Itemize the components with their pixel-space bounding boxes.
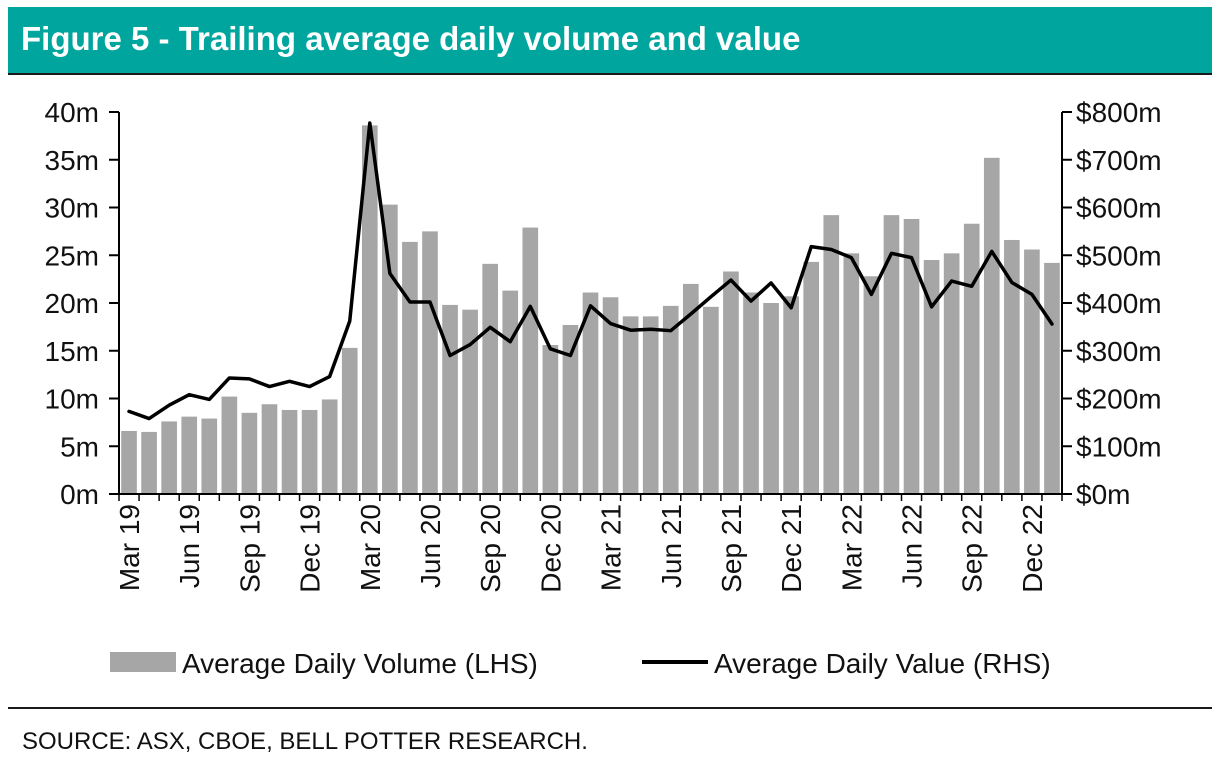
right-axis-tick-label: $300m xyxy=(1076,336,1162,367)
volume-bar xyxy=(562,324,579,494)
x-axis-tick-label: Dec 20 xyxy=(535,504,566,593)
volume-bar xyxy=(642,316,659,494)
volume-bar xyxy=(723,271,739,494)
volume-bar xyxy=(703,306,719,494)
volume-bar xyxy=(442,304,458,494)
volume-bar xyxy=(903,218,920,494)
volume-bar xyxy=(382,204,398,494)
volume-bar xyxy=(943,253,960,494)
volume-bar xyxy=(241,412,258,494)
legend-label-value: Average Daily Value (RHS) xyxy=(714,648,1051,679)
volume-bar xyxy=(622,316,639,494)
volume-bar xyxy=(121,430,137,494)
volume-bar xyxy=(542,345,559,494)
volume-bar xyxy=(261,404,278,494)
x-axis-tick-label: Mar 19 xyxy=(114,504,145,591)
volume-bar xyxy=(301,409,318,494)
volume-bar xyxy=(201,418,218,494)
volume-bar xyxy=(181,416,198,494)
volume-bar xyxy=(743,292,759,494)
left-axis-tick-label: 40m xyxy=(45,97,99,128)
volume-bar xyxy=(402,241,418,494)
right-axis-tick-label: $700m xyxy=(1076,145,1162,176)
chart-axes: 0m 5m 10m 15m 20m 25m 30m 35m 40m $0m $100m $200m $3… xyxy=(45,97,1162,593)
x-axis-tick-label: Sep 20 xyxy=(475,504,506,593)
volume-bar xyxy=(763,303,779,494)
value-line-layer xyxy=(127,121,1054,421)
volume-bar xyxy=(1044,262,1060,494)
volume-bar xyxy=(883,215,900,494)
volume-bar xyxy=(602,297,619,494)
right-axis-tick-label: $0m xyxy=(1076,479,1130,510)
volume-bar xyxy=(221,396,238,494)
volume-bar xyxy=(923,260,940,494)
x-axis-tick-label: Jun 21 xyxy=(656,504,687,588)
legend-label-volume: Average Daily Volume (LHS) xyxy=(182,648,538,679)
volume-bar xyxy=(502,290,519,494)
volume-bar xyxy=(1004,239,1020,494)
left-axis-tick-label: 15m xyxy=(45,336,99,367)
volume-bar xyxy=(843,253,860,494)
volume-value-chart: 0m 5m 10m 15m 20m 25m 30m 35m 40m $0m $100m $200m $3… xyxy=(45,97,1162,679)
right-axis-tick-label: $400m xyxy=(1076,288,1162,319)
volume-bar xyxy=(281,409,298,494)
x-axis-tick-label: Dec 22 xyxy=(1017,504,1048,593)
right-axis-tick-label: $100m xyxy=(1076,431,1162,462)
volume-bar xyxy=(161,421,177,494)
volume-bar xyxy=(783,296,799,494)
left-axis-tick-label: 30m xyxy=(45,193,99,224)
figure-header: Figure 5 - Trailing average daily volume… xyxy=(8,7,1212,73)
left-axis-tick-label: 20m xyxy=(45,288,99,319)
volume-bar xyxy=(963,223,980,495)
volume-bar xyxy=(1024,249,1040,494)
left-axis-tick-label: 10m xyxy=(45,384,99,415)
volume-bar xyxy=(863,276,880,494)
right-axis-tick-label: $500m xyxy=(1076,240,1162,271)
x-axis-tick-label: Dec 19 xyxy=(295,504,326,593)
x-axis-tick-label: Mar 21 xyxy=(596,504,627,591)
right-axis-tick-label: $200m xyxy=(1076,384,1162,415)
x-axis-tick-label: Mar 20 xyxy=(355,504,386,591)
left-axis-tick-label: 5m xyxy=(60,431,99,462)
x-axis-tick-label: Jun 22 xyxy=(897,504,928,588)
volume-bar xyxy=(482,263,499,494)
left-axis-tick-label: 35m xyxy=(45,145,99,176)
volume-bar xyxy=(582,292,599,494)
volume-bar xyxy=(803,261,820,494)
volume-bar xyxy=(662,305,679,494)
volume-bar xyxy=(361,125,378,495)
x-axis-tick-label: Jun 20 xyxy=(415,504,446,588)
volume-bar xyxy=(823,215,840,494)
left-axis-tick-label: 0m xyxy=(60,479,99,510)
left-axis-tick-label: 25m xyxy=(45,240,99,271)
footer-divider xyxy=(8,707,1212,709)
right-axis-tick-label: $600m xyxy=(1076,193,1162,224)
value-line xyxy=(127,121,1054,421)
x-axis-tick-label: Sep 22 xyxy=(957,504,988,593)
volume-bar xyxy=(141,431,157,494)
volume-bar xyxy=(321,399,338,494)
volume-bar xyxy=(341,347,358,494)
x-axis-tick-label: Dec 21 xyxy=(776,504,807,593)
volume-bar xyxy=(422,231,438,495)
chart-legend: Average Daily Volume (LHS) Average Daily… xyxy=(110,648,1051,679)
header-divider xyxy=(8,73,1212,75)
figure-title: Figure 5 - Trailing average daily volume… xyxy=(21,20,801,57)
legend-swatch-volume xyxy=(110,652,176,672)
volume-bar xyxy=(462,309,478,494)
volume-bar xyxy=(983,157,1000,494)
x-axis-tick-label: Jun 19 xyxy=(174,504,205,588)
x-axis-tick-label: Sep 21 xyxy=(716,504,747,593)
volume-bar xyxy=(682,283,699,494)
right-axis-tick-label: $800m xyxy=(1076,97,1162,128)
x-axis-tick-label: Mar 22 xyxy=(836,504,867,591)
x-axis-tick-label: Sep 19 xyxy=(234,504,265,593)
volume-bar xyxy=(522,227,539,494)
source-note: SOURCE: ASX, CBOE, BELL POTTER RESEARCH. xyxy=(22,728,588,755)
